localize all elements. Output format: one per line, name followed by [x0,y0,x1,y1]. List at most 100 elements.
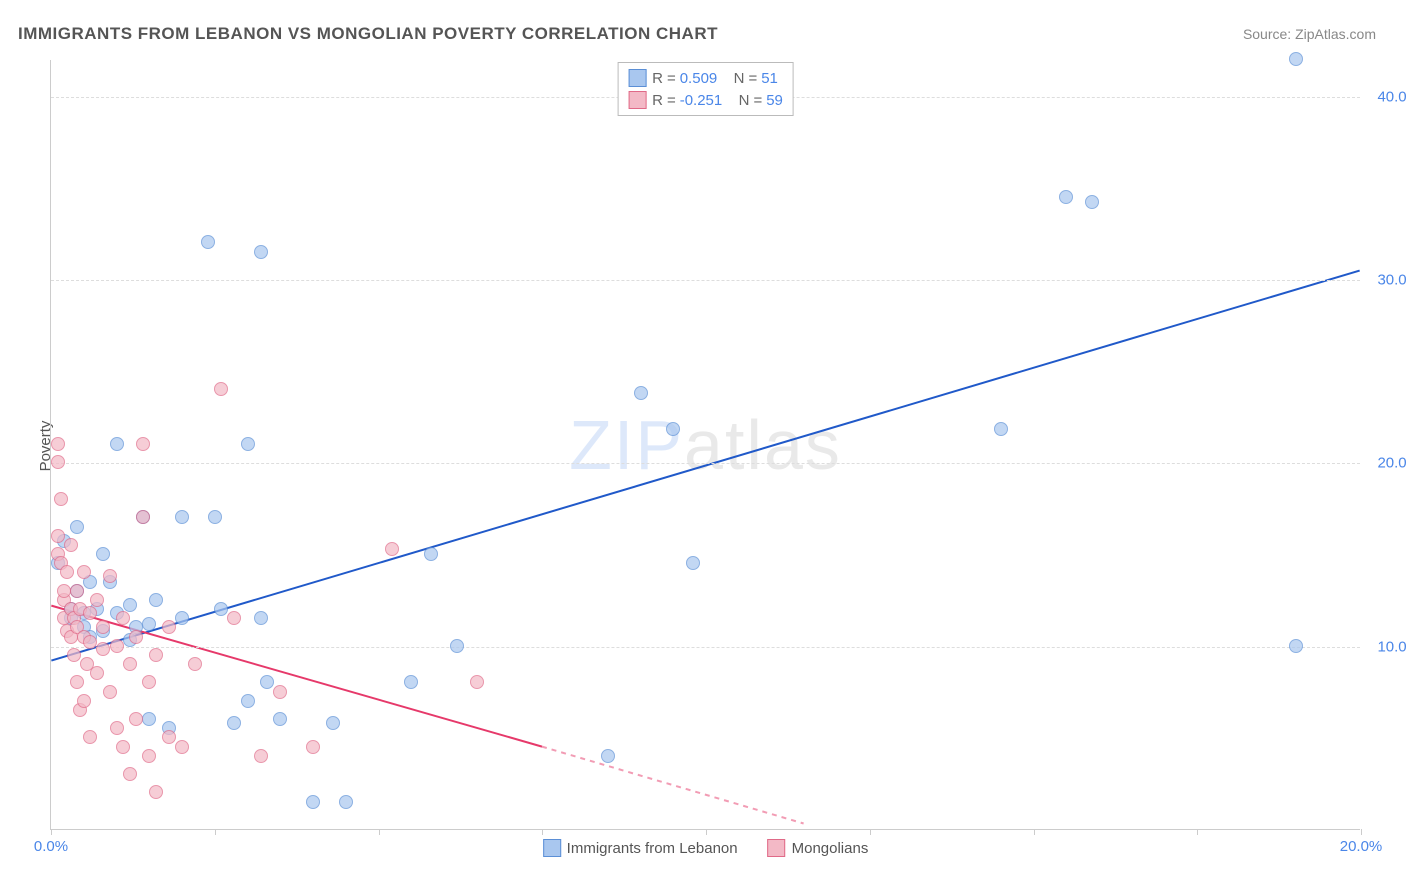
swatch-series-0 [628,69,646,87]
data-point-series-1 [129,630,143,644]
x-tick [215,829,216,835]
data-point-series-0 [175,611,189,625]
data-point-series-1 [470,675,484,689]
data-point-series-0 [450,639,464,653]
x-tick-label: 20.0% [1340,838,1383,855]
data-point-series-0 [424,547,438,561]
data-point-series-0 [1289,52,1303,66]
watermark-thin: atlas [684,406,842,484]
data-point-series-0 [686,556,700,570]
data-point-series-1 [90,593,104,607]
data-point-series-0 [634,386,648,400]
data-point-series-0 [110,437,124,451]
data-point-series-1 [162,730,176,744]
data-point-series-1 [83,606,97,620]
data-point-series-1 [273,685,287,699]
x-tick-label: 0.0% [34,838,68,855]
data-point-series-0 [227,716,241,730]
data-point-series-1 [136,437,150,451]
data-point-series-0 [208,510,222,524]
data-point-series-1 [227,611,241,625]
data-point-series-1 [60,565,74,579]
correlation-legend: R = 0.509 N = 51 R = -0.251 N = [617,62,794,116]
data-point-series-1 [54,492,68,506]
x-tick [1034,829,1035,835]
data-point-series-0 [214,602,228,616]
data-point-series-0 [306,795,320,809]
source-attribution: Source: ZipAtlas.com [1243,26,1376,42]
x-tick [706,829,707,835]
data-point-series-0 [241,694,255,708]
data-point-series-1 [51,437,65,451]
data-point-series-1 [83,730,97,744]
x-tick [542,829,543,835]
data-point-series-0 [70,520,84,534]
x-tick [379,829,380,835]
data-point-series-1 [110,721,124,735]
data-point-series-0 [241,437,255,451]
data-point-series-1 [51,529,65,543]
plot-area: ZIPatlas R = 0.509 N = 51 R = [50,60,1360,830]
data-point-series-1 [103,685,117,699]
x-tick [51,829,52,835]
data-point-series-0 [254,611,268,625]
y-tick-label: 30.0% [1377,272,1406,289]
data-point-series-1 [77,565,91,579]
legend-row-series-0: R = 0.509 N = 51 [628,67,783,89]
y-tick-label: 10.0% [1377,638,1406,655]
data-point-series-0 [1059,190,1073,204]
data-point-series-1 [175,740,189,754]
data-point-series-1 [83,635,97,649]
gridline [51,280,1360,281]
data-point-series-1 [70,675,84,689]
legend-item-series-1: Mongolians [768,839,869,857]
data-point-series-1 [116,611,130,625]
data-point-series-1 [149,785,163,799]
gridline [51,647,1360,648]
series-legend: Immigrants from Lebanon Mongolians [543,839,869,857]
data-point-series-1 [123,767,137,781]
chart-title: IMMIGRANTS FROM LEBANON VS MONGOLIAN POV… [18,24,718,44]
data-point-series-1 [116,740,130,754]
data-point-series-0 [149,593,163,607]
gridline [51,463,1360,464]
data-point-series-0 [404,675,418,689]
data-point-series-0 [201,235,215,249]
data-point-series-1 [385,542,399,556]
data-point-series-1 [103,569,117,583]
data-point-series-1 [70,584,84,598]
source-label: Source: [1243,26,1291,42]
data-point-series-0 [1289,639,1303,653]
data-point-series-0 [994,422,1008,436]
data-point-series-1 [142,749,156,763]
y-tick-label: 20.0% [1377,455,1406,472]
data-point-series-1 [67,648,81,662]
x-tick [1197,829,1198,835]
data-point-series-1 [129,712,143,726]
data-point-series-1 [162,620,176,634]
data-point-series-1 [136,510,150,524]
data-point-series-0 [175,510,189,524]
data-point-series-0 [666,422,680,436]
swatch-bottom-series-0 [543,839,561,857]
watermark-bold: ZIP [569,406,684,484]
data-point-series-0 [123,598,137,612]
data-point-series-1 [96,620,110,634]
data-point-series-0 [1085,195,1099,209]
swatch-bottom-series-1 [768,839,786,857]
source-value: ZipAtlas.com [1295,26,1376,42]
data-point-series-0 [142,712,156,726]
data-point-series-0 [339,795,353,809]
data-point-series-1 [214,382,228,396]
data-point-series-0 [96,547,110,561]
data-point-series-1 [254,749,268,763]
swatch-series-1 [628,91,646,109]
data-point-series-1 [90,666,104,680]
y-tick-label: 40.0% [1377,88,1406,105]
x-tick [1361,829,1362,835]
data-point-series-0 [273,712,287,726]
data-point-series-1 [57,584,71,598]
data-point-series-1 [188,657,202,671]
data-point-series-1 [64,538,78,552]
data-point-series-0 [601,749,615,763]
